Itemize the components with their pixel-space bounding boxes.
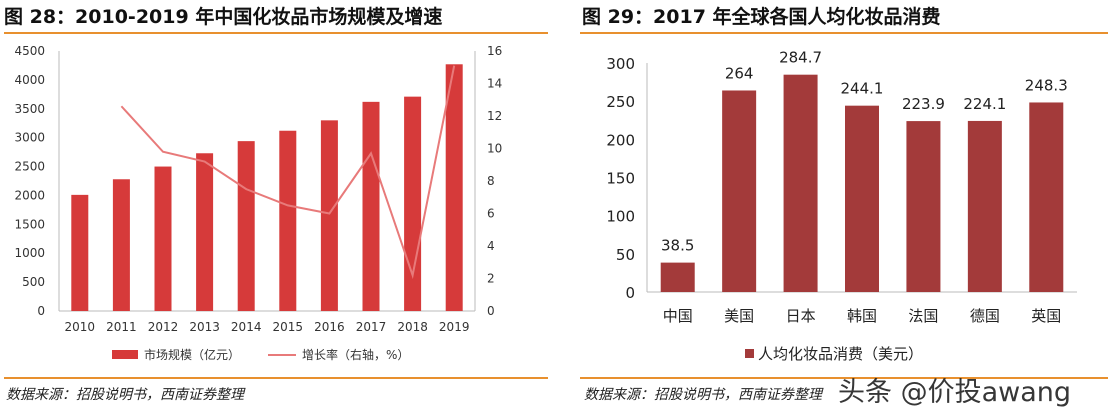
right-y-tick-label: 6 [487, 207, 495, 221]
right-y-tick-label: 8 [487, 174, 495, 188]
left-y-tick-label: 2000 [14, 188, 45, 202]
right-y-tick-label: 16 [487, 44, 502, 58]
y-tick-label: 250 [606, 93, 635, 111]
data-label: 284.7 [779, 49, 822, 67]
left-y-tick-label: 3500 [14, 102, 45, 116]
x-tick-label: 2012 [148, 320, 179, 334]
x-tick-label: 2010 [65, 320, 96, 334]
x-tick-label: 2011 [106, 320, 137, 334]
right-chart: 0 50 100 150 200 250 300 38.5 中国 264 美国 284.7 日本 244.… [606, 49, 1077, 363]
bar [320, 120, 338, 311]
right-y-tick-label: 0 [487, 304, 495, 318]
left-y-tick-label: 4000 [14, 73, 45, 87]
right-chart-title: 图 29：2017 年全球各国人均化妆品消费 [582, 6, 941, 28]
x-tick-label: 2015 [273, 320, 304, 334]
x-tick-label: 美国 [724, 307, 754, 325]
y-tick-label: 0 [625, 284, 635, 302]
left-chart: 0 500 1000 1500 2000 2500 3000 3500 4000 4500 0 2 4 6… [14, 44, 502, 362]
right-y-tick-label: 12 [487, 109, 502, 123]
data-label: 264 [725, 64, 754, 82]
left-y-tick-label: 3000 [14, 131, 45, 145]
legend-swatch [745, 349, 754, 358]
legend-bar-label: 市场规模（亿元） [144, 347, 240, 362]
bar [154, 166, 172, 311]
x-tick-label: 德国 [970, 307, 1000, 325]
x-tick-label: 韩国 [847, 307, 877, 325]
bar [660, 262, 695, 292]
y-tick-label: 50 [616, 246, 635, 264]
x-tick-label: 法国 [908, 307, 938, 325]
data-label: 248.3 [1025, 76, 1068, 94]
right-y-tick-label: 10 [487, 142, 502, 156]
right-bottom-rule [580, 377, 1108, 379]
left-y-tick-label: 4500 [14, 44, 45, 58]
x-tick-label: 中国 [663, 307, 693, 325]
bar [783, 74, 818, 292]
legend-line-label: 增长率（右轴，%） [302, 347, 409, 362]
left-y-tick-label: 2500 [14, 160, 45, 174]
x-tick-label: 2013 [189, 320, 220, 334]
x-tick-label: 2017 [356, 320, 387, 334]
data-label: 244.1 [841, 80, 884, 98]
data-label: 38.5 [661, 237, 694, 255]
right-top-rule [580, 32, 1108, 34]
x-tick-label: 2018 [397, 320, 428, 334]
right-y-tick-label: 14 [487, 77, 502, 91]
legend-bar-swatch [112, 350, 138, 359]
left-y-tick-label: 500 [22, 275, 45, 289]
y-tick-label: 100 [606, 208, 635, 226]
x-tick-label: 2019 [439, 320, 470, 334]
y-tick-label: 200 [606, 131, 635, 149]
bar [967, 120, 1002, 292]
bar [845, 105, 879, 292]
left-y-tick-label: 1500 [14, 217, 45, 231]
bar [906, 121, 941, 293]
data-label: 223.9 [902, 95, 945, 113]
left-y-tick-label: 0 [37, 304, 45, 318]
bar [237, 141, 255, 311]
bar [404, 96, 422, 312]
bar [71, 194, 89, 311]
y-tick-label: 150 [606, 170, 635, 188]
x-tick-label: 2014 [231, 320, 262, 334]
bar [722, 90, 757, 292]
x-tick-label: 英国 [1031, 307, 1061, 325]
bar [1029, 102, 1064, 293]
left-y-tick-label: 1000 [14, 246, 45, 260]
left-source: 数据来源：招股说明书，西南证券整理 [6, 387, 244, 403]
bar [279, 130, 297, 311]
right-source: 数据来源：招股说明书，西南证券整理 [584, 387, 822, 403]
left-bottom-rule [4, 377, 548, 379]
bar [445, 64, 463, 312]
x-tick-label: 日本 [786, 307, 816, 325]
x-tick-label: 2016 [314, 320, 345, 334]
left-chart-title: 图 28：2010-2019 年中国化妆品市场规模及增速 [4, 6, 443, 28]
left-top-rule [4, 32, 548, 34]
growth-line [120, 65, 456, 280]
watermark: 头条 @价投awang [838, 377, 1072, 408]
y-tick-label: 300 [606, 55, 635, 73]
legend-label: 人均化妆品消费（美元） [758, 345, 923, 363]
right-y-tick-label: 4 [487, 239, 495, 253]
right-y-tick-label: 2 [487, 272, 495, 286]
data-label: 224.1 [963, 95, 1006, 113]
bar [112, 179, 130, 311]
bar [196, 153, 214, 311]
bar [362, 101, 380, 311]
